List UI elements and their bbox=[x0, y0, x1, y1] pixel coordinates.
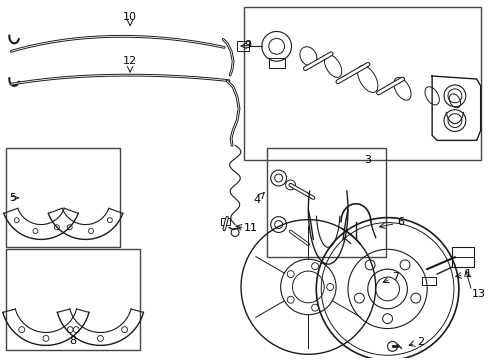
Text: 1: 1 bbox=[464, 269, 471, 279]
Bar bbox=[268, 58, 284, 68]
Bar bbox=[266, 148, 385, 257]
Text: 13: 13 bbox=[471, 289, 485, 299]
Text: 7: 7 bbox=[392, 272, 399, 282]
Bar bbox=[237, 41, 248, 51]
Text: 9: 9 bbox=[244, 40, 250, 50]
Bar bbox=[6, 249, 140, 350]
Bar bbox=[451, 247, 473, 267]
Text: 6: 6 bbox=[397, 217, 404, 226]
Text: 5: 5 bbox=[9, 193, 16, 203]
Text: 11: 11 bbox=[244, 222, 258, 233]
Bar bbox=[6, 148, 120, 247]
Text: 12: 12 bbox=[123, 56, 137, 66]
Text: 2: 2 bbox=[416, 337, 424, 347]
Bar bbox=[221, 218, 230, 225]
Bar bbox=[244, 7, 480, 160]
Text: 3: 3 bbox=[364, 155, 370, 165]
Text: 8: 8 bbox=[69, 336, 76, 346]
Text: 4: 4 bbox=[253, 195, 260, 205]
Text: 10: 10 bbox=[123, 12, 137, 22]
Bar bbox=[421, 277, 435, 285]
